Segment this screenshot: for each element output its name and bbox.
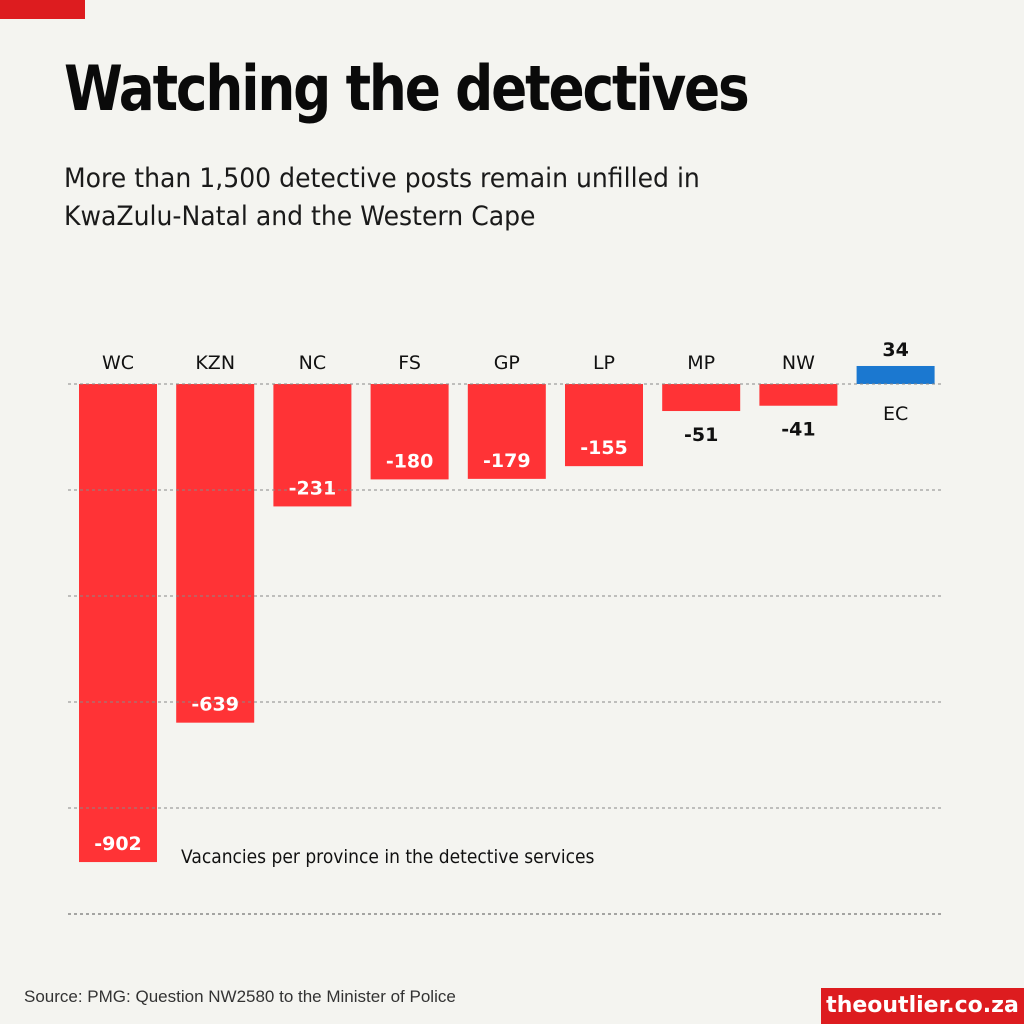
bar-ec	[856, 365, 935, 384]
value-label: -155	[580, 437, 628, 459]
bar-fs	[370, 384, 449, 480]
gridlines-layer	[68, 383, 944, 915]
value-label: -179	[483, 450, 531, 472]
bar-nc	[273, 384, 352, 507]
bar-gp	[467, 384, 546, 479]
bar-mp	[662, 384, 741, 412]
bar-kzn	[176, 384, 255, 723]
bar-lp	[565, 384, 643, 467]
chart-title: Watching the detectives	[64, 52, 750, 125]
category-label: GP	[494, 352, 520, 374]
category-label: LP	[593, 352, 615, 374]
chart-annotation: Vacancies per province in the detective …	[181, 846, 594, 868]
value-label: -51	[684, 424, 718, 446]
source-note: Source: PMG: Question NW2580 to the Mini…	[24, 987, 456, 1006]
bar-wc	[79, 384, 157, 863]
value-label: 34	[882, 339, 908, 361]
value-label: -180	[386, 450, 434, 472]
brand-accent-bar	[0, 0, 85, 19]
category-label: FS	[398, 352, 421, 374]
brand-badge[interactable]: theoutlier.co.za	[821, 988, 1024, 1024]
value-label: -231	[289, 477, 337, 499]
bar-chart: WC -902 KZN -639 NC -231 FS -180 GP -179 LP -155 MP -…	[68, 339, 944, 915]
value-label: -902	[94, 833, 142, 855]
labels-layer: WC -902 KZN -639 NC -231 FS -180 GP -179 LP -155 MP -…	[94, 339, 909, 855]
category-label: NW	[782, 352, 815, 374]
category-label: MP	[687, 352, 715, 374]
category-label: NC	[299, 352, 326, 374]
category-label: WC	[102, 352, 134, 374]
bar-nw	[759, 384, 838, 406]
value-label: -41	[781, 419, 815, 441]
value-label: -639	[191, 694, 239, 716]
category-label: KZN	[195, 352, 235, 374]
chart-subtitle: More than 1,500 detective posts remain u…	[64, 163, 700, 232]
bars-layer	[79, 365, 935, 863]
category-label: EC	[883, 403, 908, 425]
